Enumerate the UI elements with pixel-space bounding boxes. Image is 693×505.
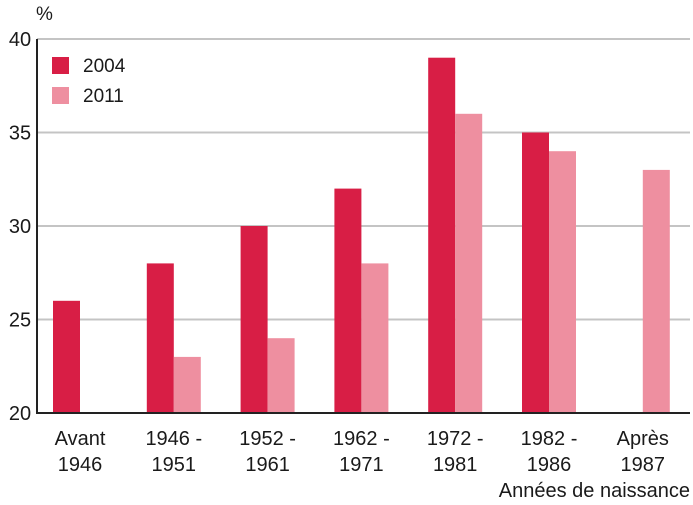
bar-2004 [522,132,549,413]
y-tick-label: 40 [9,29,31,51]
tick-labels: 20 25 30 35 40 Avant 1946 1946 - 1951 1952 - 1961 1… [9,29,669,476]
x-tick-label: Avant [55,428,106,450]
x-tick-label: 1961 [245,454,290,476]
x-tick-label: 1981 [433,454,478,476]
x-tick-label: 1971 [339,454,384,476]
y-tick-label: 25 [9,310,31,332]
bar-2011 [267,338,295,413]
bar-2004 [334,188,362,413]
legend-label-2004: 2004 [83,56,126,77]
bar-2004 [146,263,174,413]
bars [53,57,670,414]
x-axis-title: Années de naissance [499,480,690,500]
bar-2011 [173,356,201,413]
x-tick-label: 1982 - [521,428,578,450]
x-tick-label: 1951 [152,454,197,476]
bar-2011 [549,151,576,413]
x-tick-label: 1952 - [239,428,296,450]
legend-label-2011: 2011 [83,86,124,107]
bar-2011 [642,169,670,413]
y-tick-label: 30 [9,216,31,238]
x-tick-label: 1946 - [145,428,202,450]
y-tick-label: 35 [9,123,31,145]
bar-2004 [53,300,80,413]
legend-swatch-2004 [52,57,69,74]
x-tick-label: 1946 [58,454,103,476]
x-tick-label: Après [617,428,669,450]
x-tick-label: 1987 [621,454,666,476]
legend: 2004 2011 [52,56,126,107]
y-unit-label: % [36,4,53,25]
x-tick-label: 1972 - [427,428,484,450]
x-tick-label: 1986 [527,454,572,476]
bar-2011 [361,263,389,413]
bar-2004 [428,57,456,413]
axes [36,39,690,414]
bar-2004 [240,226,268,413]
x-tick-label: 1962 - [333,428,390,450]
legend-swatch-2011 [52,87,69,104]
bar-2011 [455,113,483,414]
y-tick-label: 20 [9,403,31,425]
